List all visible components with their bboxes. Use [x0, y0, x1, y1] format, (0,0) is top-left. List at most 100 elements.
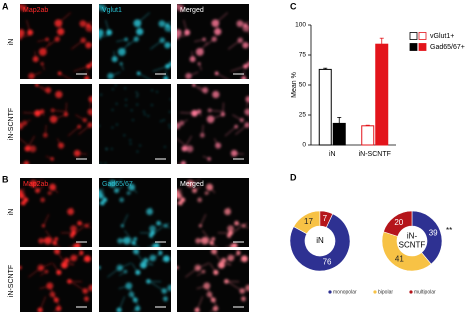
neurite	[209, 109, 225, 113]
donut-segment	[383, 210, 413, 237]
neurite	[177, 7, 181, 10]
neurite	[200, 214, 207, 226]
cells	[20, 179, 92, 247]
cells	[20, 84, 92, 164]
speck	[111, 148, 113, 150]
cell	[79, 250, 84, 255]
cell	[79, 20, 87, 28]
value-label: 39	[429, 228, 438, 237]
neurite	[44, 124, 47, 136]
cells	[177, 250, 249, 312]
neurite	[34, 51, 37, 60]
neurite	[79, 250, 82, 253]
cells	[177, 84, 249, 164]
neurite	[48, 38, 58, 46]
micrograph	[177, 84, 249, 164]
neurite	[188, 71, 199, 77]
neurite	[245, 27, 249, 33]
neurite	[234, 152, 245, 155]
neurite	[216, 73, 228, 79]
bar	[332, 122, 346, 146]
cell	[88, 284, 92, 292]
cell	[70, 225, 78, 233]
center-label: iN	[316, 236, 324, 245]
neurite	[70, 207, 73, 212]
image-background	[20, 178, 92, 247]
neurite	[27, 135, 35, 149]
neurite	[41, 63, 45, 71]
cell	[87, 108, 92, 116]
cell	[244, 108, 249, 116]
neurite	[58, 12, 71, 24]
cell	[199, 132, 205, 138]
neurite	[232, 114, 243, 121]
charts: 0 25 50 75 100 Mean % iN iN-SCNTF vGlut1+ Gad65/6…	[289, 22, 465, 295]
speck	[135, 91, 138, 94]
speck	[169, 98, 171, 100]
cell	[50, 108, 55, 113]
neurite	[245, 44, 249, 46]
image-background	[99, 250, 171, 312]
neurite	[224, 126, 237, 137]
speck	[124, 87, 126, 90]
neurite	[112, 179, 123, 185]
neurite	[202, 230, 213, 244]
neurite	[127, 38, 137, 46]
cell	[116, 264, 124, 272]
neurite	[138, 73, 150, 79]
neurite	[243, 298, 245, 302]
cell	[178, 120, 185, 126]
neurite	[167, 27, 171, 33]
speck	[139, 144, 141, 147]
neurite	[228, 39, 241, 50]
donut-segment	[381, 231, 432, 272]
neurite	[161, 21, 171, 25]
neurite	[131, 263, 139, 273]
micrograph	[99, 84, 171, 164]
cell	[20, 4, 28, 12]
neurite	[113, 51, 116, 60]
speck	[151, 89, 153, 92]
neurite	[215, 12, 228, 24]
neurite	[150, 39, 163, 50]
neurite	[67, 126, 80, 137]
neurite	[52, 308, 59, 312]
neurite	[20, 163, 27, 164]
neurite	[71, 226, 84, 236]
neurite	[59, 73, 71, 79]
cell	[134, 305, 141, 312]
cell	[196, 109, 202, 114]
cell	[149, 225, 157, 233]
neurite	[119, 271, 126, 276]
neurite	[90, 111, 92, 116]
y-tick-label: 100	[295, 22, 306, 29]
neurite	[24, 119, 31, 124]
cells	[177, 4, 249, 79]
cell	[117, 47, 126, 56]
cell	[35, 188, 41, 194]
neurite	[185, 267, 198, 278]
neurite	[196, 285, 207, 289]
neurite	[23, 112, 38, 114]
speck	[136, 103, 138, 106]
cell	[55, 90, 63, 99]
cell	[20, 4, 22, 8]
neurite	[183, 19, 188, 33]
neurite	[177, 138, 191, 150]
neurite	[72, 253, 82, 260]
neurite	[177, 124, 178, 126]
cell	[236, 20, 244, 28]
neurite	[165, 222, 170, 227]
neurite	[86, 222, 91, 227]
cell	[186, 179, 195, 188]
x-tick-label: iN	[329, 151, 336, 158]
value-label: 20	[394, 218, 403, 227]
neurite	[20, 32, 22, 34]
neurite	[198, 111, 202, 117]
neurite	[39, 285, 50, 289]
neurite	[150, 226, 163, 236]
cell	[151, 243, 158, 247]
neurite	[107, 267, 120, 278]
y-tick-label: 0	[302, 142, 306, 149]
